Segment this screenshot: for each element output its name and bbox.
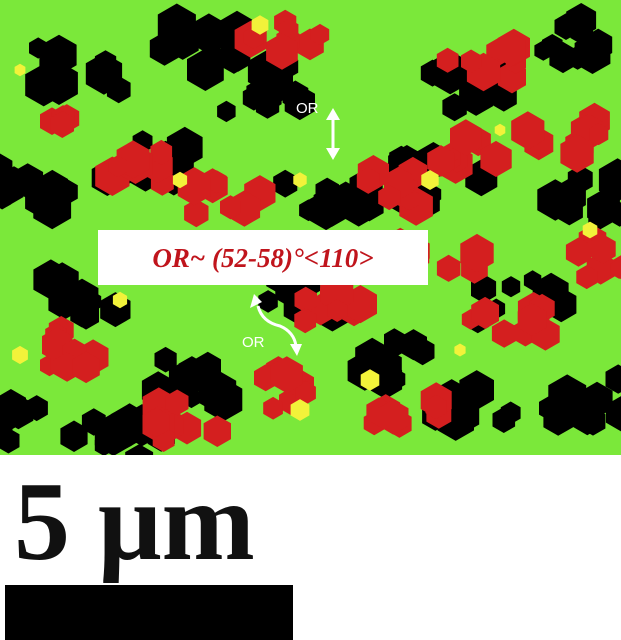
scale-bar (5, 585, 293, 640)
ebsd-map: OR OR OR~ (52-58)°<110> (0, 0, 621, 455)
scale-label: 5 μm (14, 462, 255, 582)
page: OR OR OR~ (52-58)°<110> 5 μm (() => { co… (0, 0, 621, 640)
annotation-text: OR~ (52-58)°<110> (152, 243, 373, 273)
or-label-top: OR (296, 100, 319, 117)
or-label-bottom: OR (242, 334, 265, 351)
